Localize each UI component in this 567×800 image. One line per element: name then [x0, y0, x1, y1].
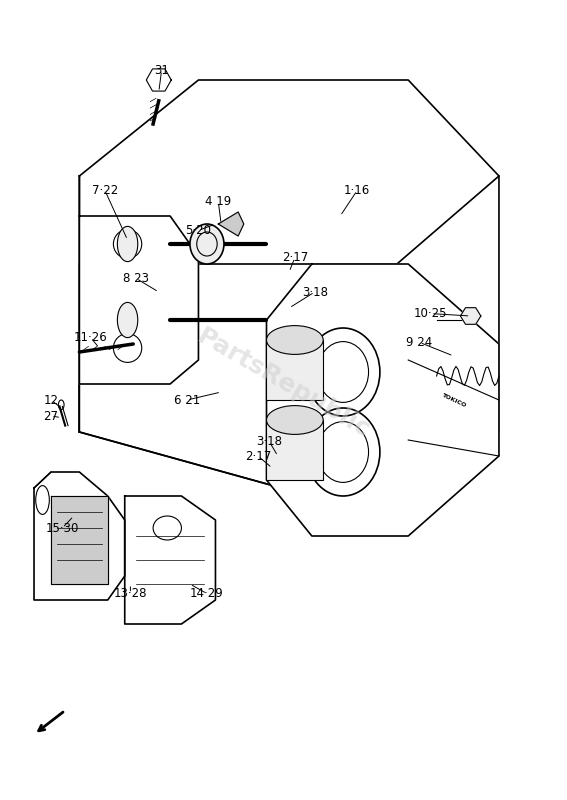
Polygon shape: [266, 264, 499, 536]
Text: 27: 27: [44, 410, 58, 422]
Text: PartsRepublic: PartsRepublic: [193, 325, 374, 443]
Text: 4 19: 4 19: [205, 195, 231, 208]
Ellipse shape: [266, 326, 323, 354]
Polygon shape: [51, 496, 108, 584]
Text: 7·22: 7·22: [92, 184, 118, 197]
Text: 14·29: 14·29: [190, 587, 224, 600]
Polygon shape: [266, 420, 323, 480]
Text: 11·26: 11·26: [74, 331, 108, 344]
Polygon shape: [125, 496, 215, 624]
Polygon shape: [218, 212, 244, 236]
Text: 1·16: 1·16: [344, 184, 370, 197]
Text: 2·17: 2·17: [245, 450, 271, 462]
Ellipse shape: [117, 226, 138, 262]
Text: 5·20: 5·20: [185, 224, 211, 237]
Text: 9 24: 9 24: [407, 336, 433, 349]
Ellipse shape: [190, 224, 224, 264]
Polygon shape: [79, 216, 198, 384]
Text: 3·18: 3·18: [302, 286, 328, 298]
Text: 8 23: 8 23: [123, 272, 149, 285]
Polygon shape: [460, 308, 481, 324]
Ellipse shape: [117, 302, 138, 338]
Ellipse shape: [266, 406, 323, 434]
Text: 6 21: 6 21: [174, 394, 200, 406]
Text: 15·30: 15·30: [46, 522, 79, 534]
Text: 2·17: 2·17: [282, 251, 308, 264]
Polygon shape: [266, 340, 323, 400]
Text: 10·25: 10·25: [414, 307, 448, 320]
Text: 3·18: 3·18: [256, 435, 282, 448]
Text: 31: 31: [154, 64, 169, 77]
Text: TOKICO: TOKICO: [441, 392, 467, 408]
Text: 13·28: 13·28: [113, 587, 147, 600]
Polygon shape: [34, 472, 125, 600]
Text: 12: 12: [44, 394, 58, 406]
Polygon shape: [146, 69, 171, 91]
